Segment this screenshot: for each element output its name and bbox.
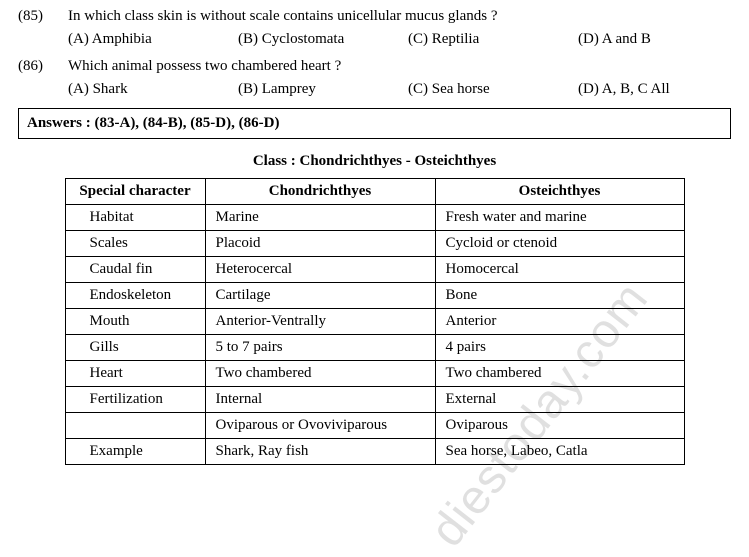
header-osteichthyes: Osteichthyes xyxy=(435,179,684,205)
table-cell: Internal xyxy=(205,387,435,413)
option-d: (D) A and B xyxy=(578,31,651,48)
table-cell xyxy=(65,413,205,439)
table-cell: Shark, Ray fish xyxy=(205,439,435,465)
question-86-options: (A) Shark (B) Lamprey (C) Sea horse (D) … xyxy=(68,81,731,98)
option-d: (D) A, B, C All xyxy=(578,81,670,98)
table-cell: Caudal fin xyxy=(65,257,205,283)
table-cell: Oviparous xyxy=(435,413,684,439)
table-cell: Two chambered xyxy=(205,361,435,387)
table-cell: Gills xyxy=(65,335,205,361)
table-cell: Example xyxy=(65,439,205,465)
option-a: (A) Shark xyxy=(68,81,238,98)
table-header-row: Special character Chondrichthyes Osteich… xyxy=(65,179,684,205)
table-cell: Anterior-Ventrally xyxy=(205,309,435,335)
table-cell: Bone xyxy=(435,283,684,309)
option-c: (C) Sea horse xyxy=(408,81,578,98)
table-cell: Heart xyxy=(65,361,205,387)
table-title: Class : Chondrichthyes - Osteichthyes xyxy=(18,153,731,170)
option-b: (B) Lamprey xyxy=(238,81,408,98)
table-row: Caudal finHeterocercalHomocercal xyxy=(65,257,684,283)
answers-box: Answers : (83-A), (84-B), (85-D), (86-D) xyxy=(18,108,731,139)
question-number: (86) xyxy=(18,58,68,75)
header-chondrichthyes: Chondrichthyes xyxy=(205,179,435,205)
table-cell: Cycloid or ctenoid xyxy=(435,231,684,257)
option-a: (A) Amphibia xyxy=(68,31,238,48)
table-cell: 4 pairs xyxy=(435,335,684,361)
table-cell: Homocercal xyxy=(435,257,684,283)
table-row: ScalesPlacoidCycloid or ctenoid xyxy=(65,231,684,257)
question-number: (85) xyxy=(18,8,68,25)
table-row: EndoskeletonCartilageBone xyxy=(65,283,684,309)
option-c: (C) Reptilia xyxy=(408,31,578,48)
table-cell: Cartilage xyxy=(205,283,435,309)
answers-text: Answers : (83-A), (84-B), (85-D), (86-D) xyxy=(27,115,279,131)
table-cell: Sea horse, Labeo, Catla xyxy=(435,439,684,465)
table-cell: 5 to 7 pairs xyxy=(205,335,435,361)
table-cell: Anterior xyxy=(435,309,684,335)
table-cell: Endoskeleton xyxy=(65,283,205,309)
question-text: Which animal possess two chambered heart… xyxy=(68,58,731,75)
table-row: MouthAnterior-VentrallyAnterior xyxy=(65,309,684,335)
table-cell: Fertilization xyxy=(65,387,205,413)
table-cell: External xyxy=(435,387,684,413)
question-85-options: (A) Amphibia (B) Cyclostomata (C) Reptil… xyxy=(68,31,731,48)
table-cell: Fresh water and marine xyxy=(435,205,684,231)
table-row: FertilizationInternalExternal xyxy=(65,387,684,413)
table-cell: Placoid xyxy=(205,231,435,257)
table-cell: Mouth xyxy=(65,309,205,335)
table-cell: Habitat xyxy=(65,205,205,231)
table-row: Gills5 to 7 pairs4 pairs xyxy=(65,335,684,361)
comparison-table: Special character Chondrichthyes Osteich… xyxy=(65,178,685,465)
header-special-character: Special character xyxy=(65,179,205,205)
question-text: In which class skin is without scale con… xyxy=(68,8,731,25)
table-row: Oviparous or OvoviviparousOviparous xyxy=(65,413,684,439)
table-row: ExampleShark, Ray fishSea horse, Labeo, … xyxy=(65,439,684,465)
table-cell: Two chambered xyxy=(435,361,684,387)
question-85: (85) In which class skin is without scal… xyxy=(18,8,731,25)
table-row: HeartTwo chamberedTwo chambered xyxy=(65,361,684,387)
table-cell: Oviparous or Ovoviviparous xyxy=(205,413,435,439)
table-cell: Heterocercal xyxy=(205,257,435,283)
option-b: (B) Cyclostomata xyxy=(238,31,408,48)
question-86: (86) Which animal possess two chambered … xyxy=(18,58,731,75)
table-cell: Scales xyxy=(65,231,205,257)
table-cell: Marine xyxy=(205,205,435,231)
table-row: HabitatMarineFresh water and marine xyxy=(65,205,684,231)
